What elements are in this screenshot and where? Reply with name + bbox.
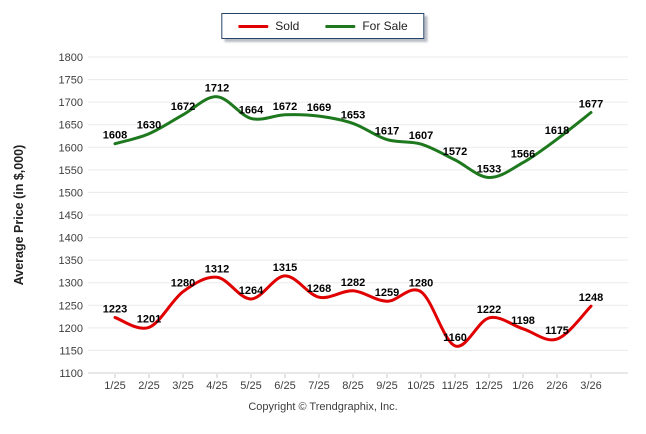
y-tick-label: 1650 [59, 120, 83, 132]
sold-data-label: 1175 [545, 325, 569, 337]
y-tick-label: 1300 [59, 278, 83, 290]
for-sale-data-label: 1618 [545, 125, 569, 137]
sold-data-label: 1160 [443, 332, 467, 344]
for-sale-data-label: 1669 [307, 102, 331, 114]
sold-data-label: 1223 [103, 303, 127, 315]
for-sale-data-label: 1653 [341, 109, 365, 121]
sold-data-label: 1201 [137, 313, 161, 325]
for-sale-data-label: 1677 [579, 99, 603, 111]
x-tick-label: 2/25 [138, 380, 159, 392]
for-sale-data-label: 1533 [477, 164, 501, 176]
legend-label-for-sale: For Sale [362, 19, 408, 33]
legend: Sold For Sale [221, 13, 425, 39]
y-tick-label: 1700 [59, 97, 83, 109]
y-tick-label: 1750 [59, 75, 83, 87]
for-sale-data-label: 1572 [443, 146, 467, 158]
x-tick-label: 6/25 [274, 380, 295, 392]
sold-data-label: 1280 [409, 278, 433, 290]
sold-data-label: 1282 [341, 277, 365, 289]
y-tick-label: 1400 [59, 233, 83, 245]
x-tick-label: 4/25 [206, 380, 227, 392]
y-tick-label: 1600 [59, 142, 83, 154]
x-tick-label: 1/26 [512, 380, 533, 392]
y-tick-label: 1800 [59, 52, 83, 64]
sold-data-label: 1268 [307, 283, 331, 295]
sold-line-sample [238, 24, 269, 28]
x-tick-label: 1/25 [104, 380, 125, 392]
sold-data-label: 1315 [273, 262, 297, 274]
for-sale-data-label: 1608 [103, 130, 127, 142]
y-tick-label: 1250 [59, 300, 83, 312]
sold-data-label: 1248 [579, 292, 603, 304]
for-sale-data-label: 1566 [511, 149, 535, 161]
sold-data-label: 1259 [375, 287, 399, 299]
y-tick-label: 1450 [59, 210, 83, 222]
sold-data-label: 1280 [171, 278, 195, 290]
legend-item-for-sale[interactable]: For Sale [325, 19, 408, 33]
legend-label-sold: Sold [275, 19, 300, 33]
for-sale-line-sample [325, 24, 356, 28]
y-tick-label: 1350 [59, 255, 83, 267]
y-tick-label: 1150 [59, 345, 83, 357]
x-tick-label: 11/25 [442, 380, 469, 392]
sold-data-label: 1222 [477, 304, 501, 316]
for-sale-data-label: 1672 [171, 101, 195, 113]
y-tick-label: 1200 [59, 323, 83, 335]
y-tick-label: 1100 [59, 368, 83, 380]
for-sale-data-label: 1617 [375, 126, 399, 138]
sold-data-label: 1312 [205, 263, 229, 275]
for-sale-data-label: 1712 [205, 83, 229, 95]
sold-line [113, 274, 593, 348]
x-tick-label: 7/25 [308, 380, 329, 392]
x-tick-label: 3/26 [580, 380, 601, 392]
x-tick-label: 10/25 [407, 380, 435, 392]
x-tick-label: 3/25 [172, 380, 193, 392]
x-tick-label: 8/25 [342, 380, 363, 392]
legend-item-sold[interactable]: Sold [238, 19, 299, 33]
for-sale-data-label: 1630 [137, 120, 161, 132]
for-sale-data-label: 1607 [409, 130, 433, 142]
x-tick-label: 9/25 [376, 380, 397, 392]
y-tick-label: 1500 [59, 187, 83, 199]
x-tick-label: 12/25 [475, 380, 503, 392]
for-sale-line [113, 95, 593, 180]
sold-data-label: 1198 [511, 315, 535, 327]
copyright-text: Copyright © Trendgraphix, Inc. [248, 401, 398, 413]
x-tick-label: 2/26 [546, 380, 567, 392]
x-tick-label: 5/25 [240, 380, 261, 392]
y-tick-label: 1550 [59, 165, 83, 177]
sold-data-label: 1264 [239, 285, 264, 297]
for-sale-data-label: 1672 [273, 101, 297, 113]
y-axis-title: Average Price (in $,000) [12, 144, 26, 286]
for-sale-data-label: 1664 [239, 104, 264, 116]
